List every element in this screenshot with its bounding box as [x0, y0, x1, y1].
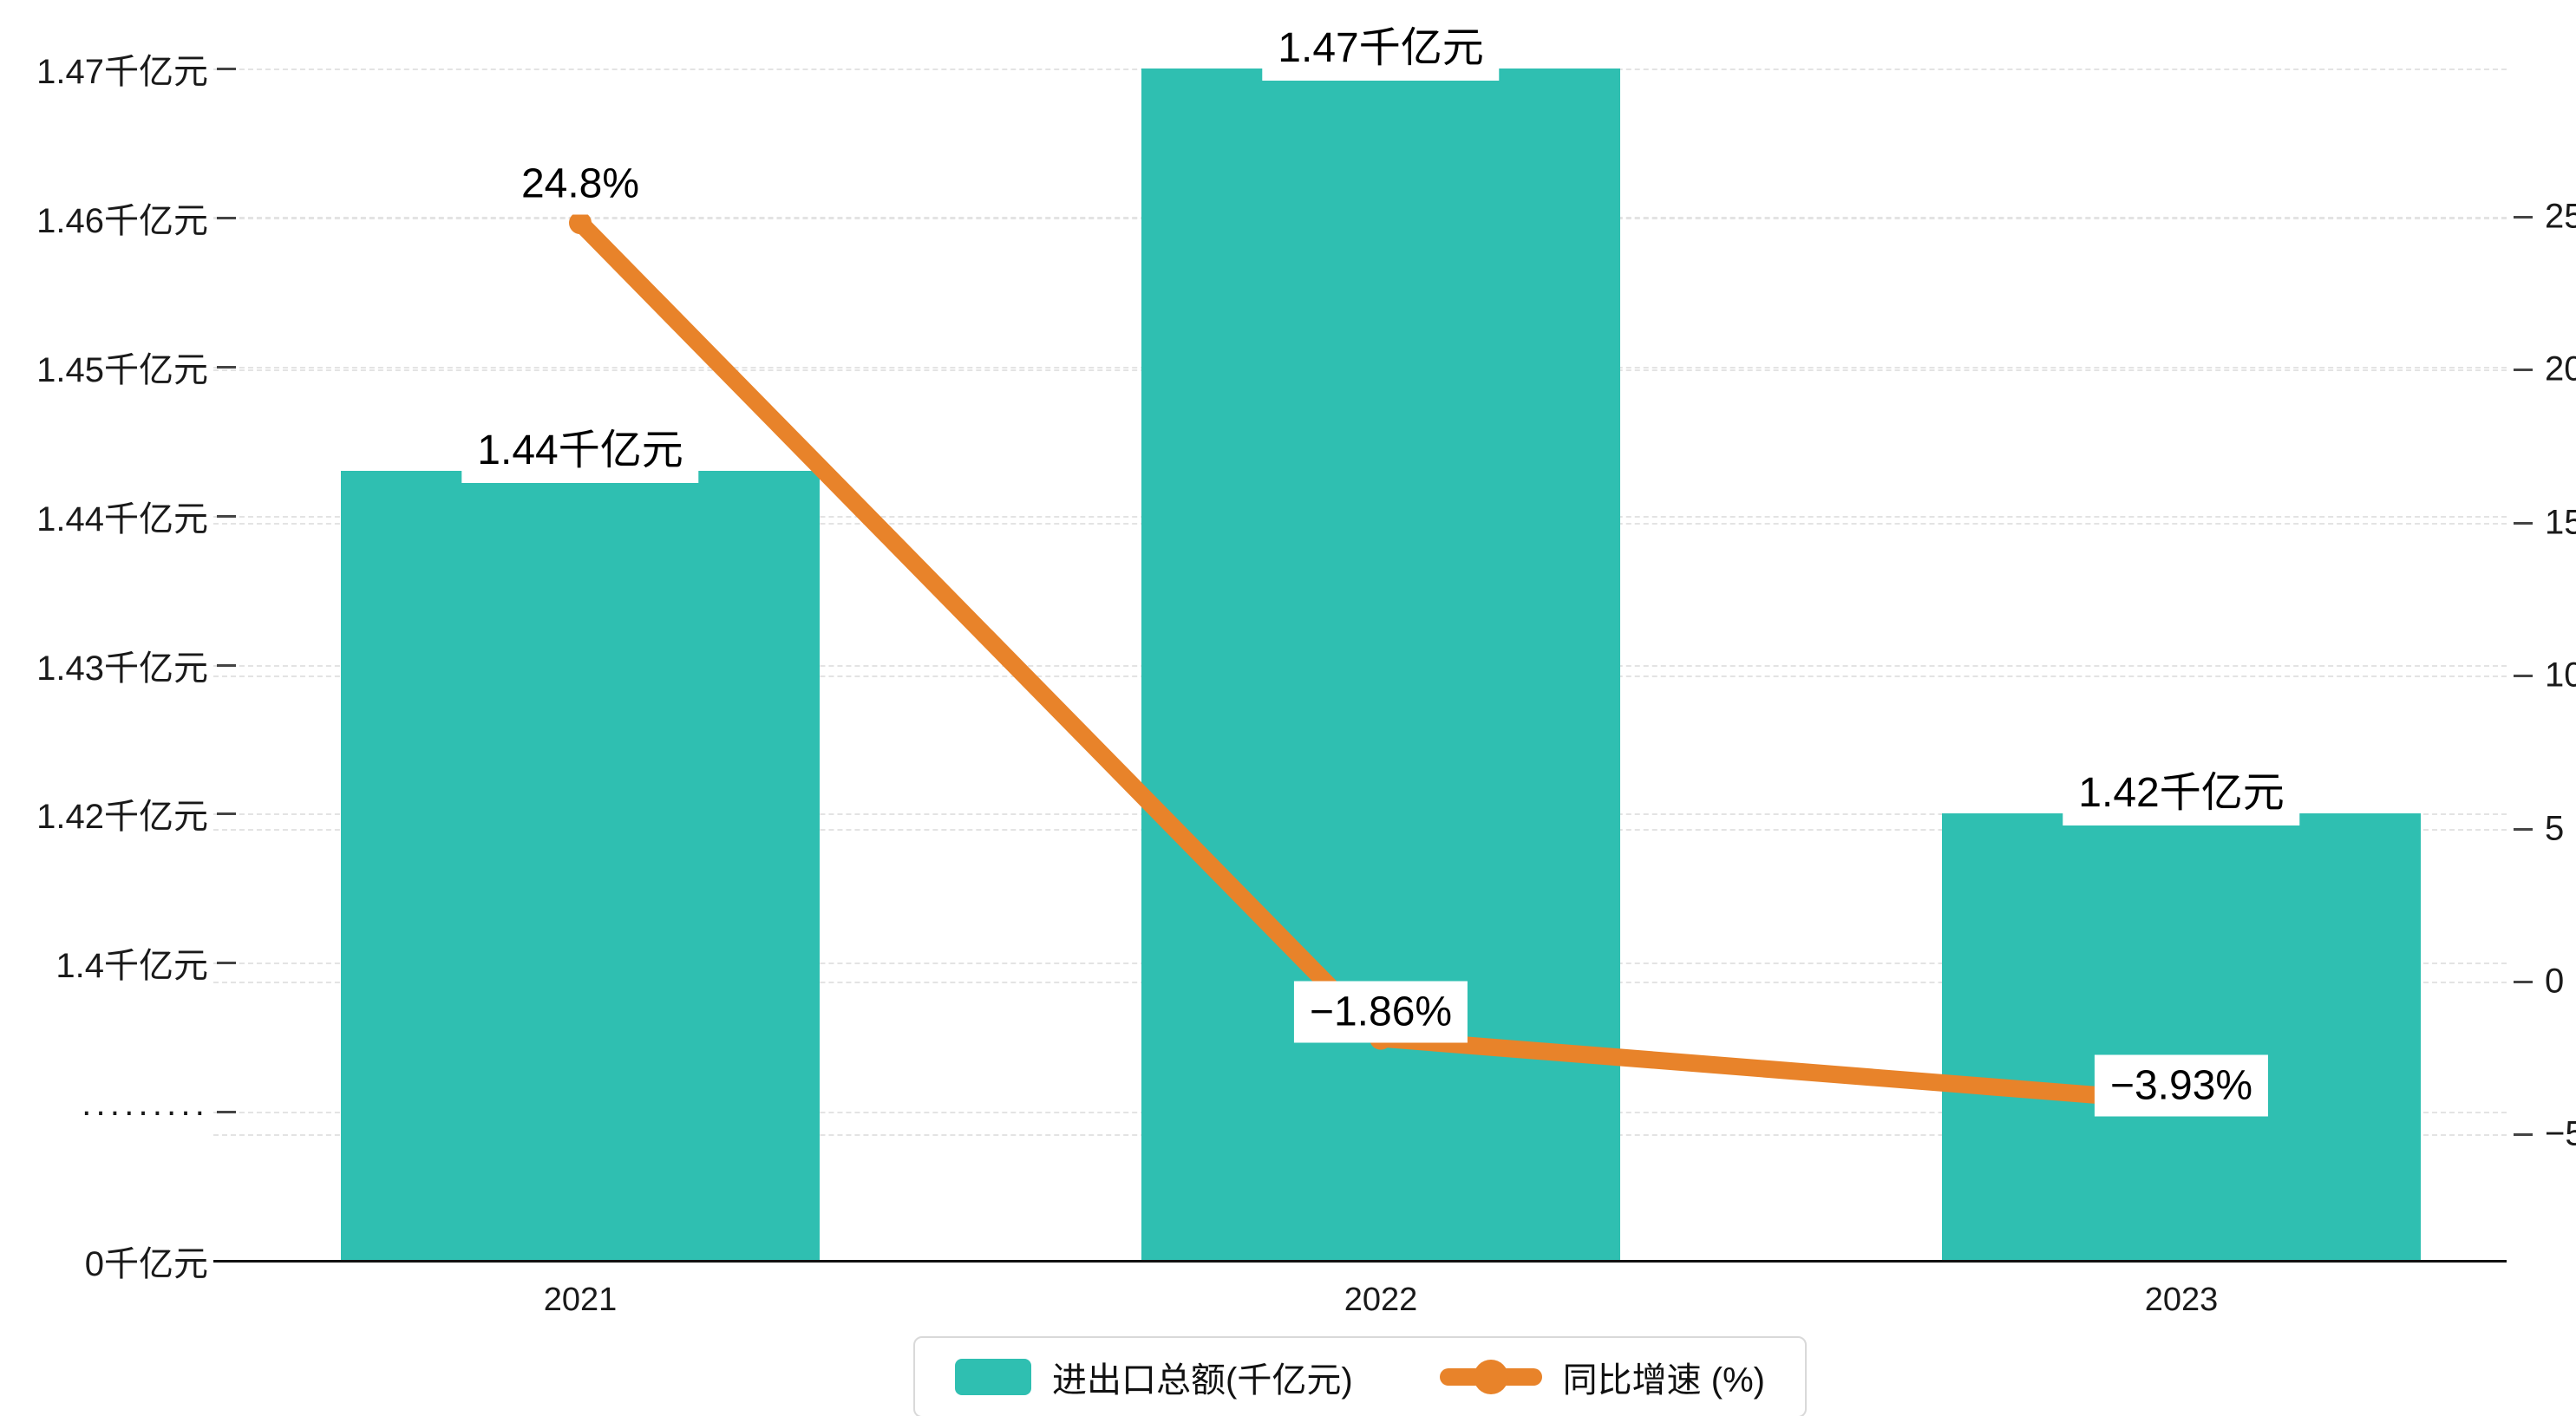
right-axis-tick-icon [2514, 369, 2533, 372]
legend: 进出口总额(千亿元) 同比增速 (%) [913, 1336, 1807, 1416]
right-axis-tick-icon [2514, 981, 2533, 983]
x-axis-line [213, 1260, 2507, 1263]
left-axis-label: 1.42千亿元 [36, 798, 208, 837]
left-axis-tick-icon [217, 812, 236, 816]
left-axis-label: 1.4千亿元 [56, 947, 208, 986]
x-axis-label: 2021 [543, 1282, 618, 1318]
x-axis-label: 2023 [2144, 1282, 2219, 1318]
bar-series-swatch-icon [955, 1359, 1032, 1395]
left-axis-label: 1.47千亿元 [36, 53, 208, 91]
right-axis-label: −5 [2545, 1114, 2576, 1153]
left-axis-label: ········· [81, 1092, 208, 1131]
bar-2022 [1141, 69, 1620, 1261]
left-axis-label: 1.44千亿元 [36, 499, 208, 538]
line-series-dot-icon [1473, 1360, 1508, 1394]
right-axis-tick-icon [2514, 675, 2533, 678]
left-axis-tick-icon [217, 663, 236, 667]
right-axis-label: 0 [2545, 962, 2565, 1001]
legend-item-bar-series[interactable]: 进出口总额(千亿元) [955, 1352, 1353, 1402]
bar-value-label: 1.42千亿元 [2063, 751, 2300, 826]
left-axis-tick-icon [217, 365, 236, 369]
bar-2021 [341, 471, 820, 1261]
right-axis-label: 15 [2545, 503, 2576, 542]
legend-item-line-series[interactable]: 同比增速 (%) [1439, 1352, 1765, 1402]
right-axis-tick-icon [2514, 521, 2533, 525]
left-axis-tick-icon [217, 514, 236, 518]
left-axis-label: 1.46千亿元 [36, 201, 208, 240]
left-axis-tick-icon [217, 1111, 236, 1114]
right-axis-label: 5 [2545, 809, 2565, 848]
line-value-label: −1.86% [1293, 981, 1468, 1043]
left-axis-tick-icon [217, 68, 236, 70]
right-axis-label: 25 [2545, 197, 2576, 236]
left-axis-label: 0千亿元 [84, 1245, 208, 1283]
left-axis-tick-icon [217, 216, 236, 219]
right-axis-label: 10 [2545, 656, 2576, 695]
legend-label-line-series: 同比增速 (%) [1562, 1361, 1765, 1400]
legend-label-bar-series: 进出口总额(千亿元) [1052, 1361, 1353, 1400]
bar-value-label: 1.44千亿元 [461, 408, 699, 484]
bar-value-label: 1.47千亿元 [1262, 6, 1500, 81]
bar-2023 [1942, 813, 2421, 1261]
line-point-marker-icon [569, 212, 592, 235]
right-axis-tick-icon [2514, 827, 2533, 831]
line-series-marker-icon [1439, 1360, 1542, 1394]
line-value-label: 24.8% [505, 153, 656, 215]
left-axis-label: 1.43千亿元 [36, 649, 208, 688]
left-axis-tick-icon [217, 962, 236, 965]
right-axis-label: 20 [2545, 349, 2576, 388]
line-value-label: −3.93% [2094, 1054, 2269, 1117]
left-axis-label: 1.45千亿元 [36, 350, 208, 389]
x-axis-label: 2022 [1344, 1282, 1418, 1318]
right-axis-tick-icon [2514, 216, 2533, 219]
right-axis-tick-icon [2514, 1133, 2533, 1137]
